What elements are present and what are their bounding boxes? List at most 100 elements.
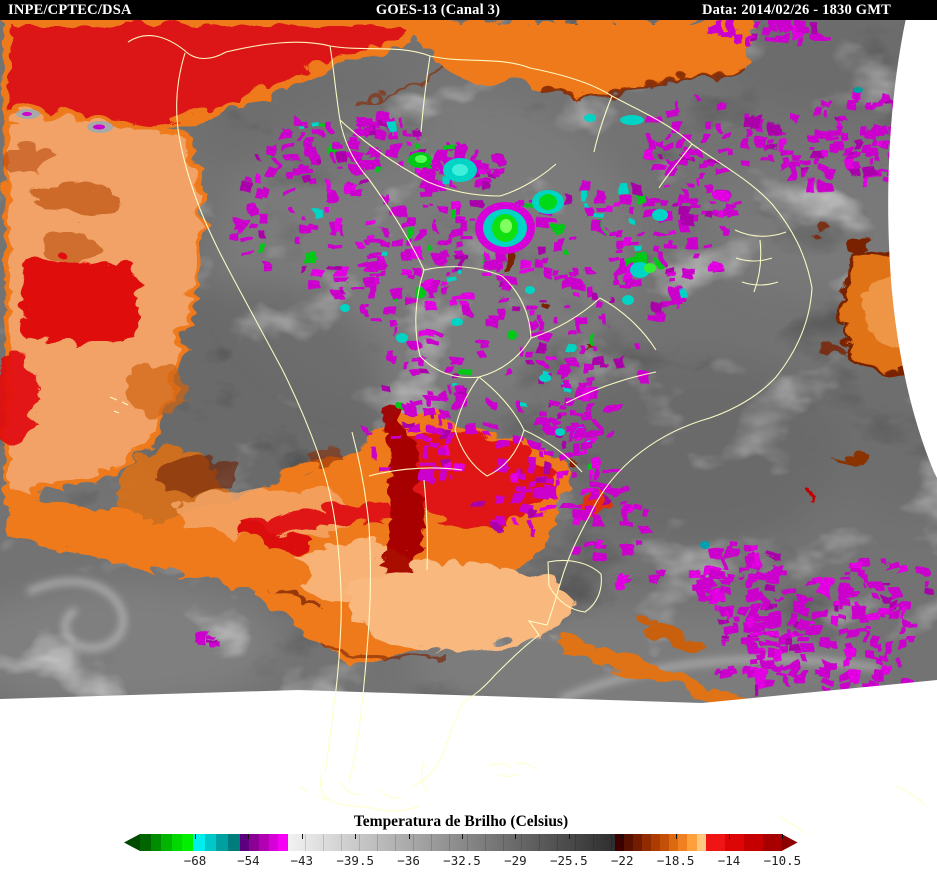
speckle bbox=[744, 541, 752, 550]
speckle bbox=[378, 302, 393, 309]
speckle bbox=[773, 18, 782, 27]
speckle bbox=[762, 551, 776, 557]
speckle bbox=[666, 278, 675, 282]
speckle bbox=[816, 145, 823, 155]
legend-segment bbox=[161, 834, 172, 851]
speckle bbox=[685, 194, 693, 201]
speckle bbox=[770, 640, 775, 645]
speckle bbox=[387, 235, 402, 242]
speckle bbox=[437, 143, 451, 149]
speckle bbox=[620, 280, 633, 286]
speckle bbox=[565, 266, 574, 273]
speckle bbox=[403, 227, 409, 238]
speckle bbox=[409, 138, 415, 143]
speckle bbox=[340, 148, 355, 154]
speckle bbox=[424, 327, 438, 333]
speckle bbox=[666, 237, 672, 246]
speckle bbox=[395, 266, 406, 275]
speckle bbox=[656, 295, 665, 304]
speckle bbox=[376, 236, 385, 242]
speckle bbox=[667, 121, 677, 128]
speckle bbox=[750, 683, 755, 690]
speckle bbox=[652, 137, 662, 142]
speckle bbox=[648, 298, 661, 307]
speckle bbox=[458, 422, 473, 432]
speckle bbox=[778, 20, 789, 29]
speckle bbox=[563, 328, 571, 332]
speckle bbox=[803, 580, 811, 587]
speckle bbox=[784, 674, 789, 684]
speckle bbox=[617, 518, 631, 523]
speckle bbox=[535, 441, 541, 446]
speckle bbox=[740, 634, 754, 645]
speckle bbox=[712, 98, 722, 107]
speckle bbox=[420, 181, 433, 189]
speckle bbox=[763, 141, 775, 145]
legend-tick-label: −18.5 bbox=[656, 853, 695, 868]
speckle bbox=[900, 615, 911, 623]
speckle bbox=[433, 424, 445, 434]
speckle bbox=[468, 151, 473, 162]
legend-segment bbox=[762, 834, 782, 851]
speckle bbox=[403, 357, 408, 367]
speckle bbox=[321, 202, 326, 209]
speckle bbox=[780, 586, 795, 592]
speckle bbox=[478, 341, 486, 347]
speckle bbox=[350, 110, 361, 121]
speckle bbox=[534, 212, 549, 223]
legend-tick-mark bbox=[782, 834, 784, 839]
speckle bbox=[523, 456, 531, 468]
speckle bbox=[533, 446, 539, 456]
speckle bbox=[578, 536, 593, 541]
speckle bbox=[752, 676, 764, 687]
speckle bbox=[399, 246, 412, 255]
speckle bbox=[476, 165, 483, 172]
speckle bbox=[657, 251, 662, 261]
speckle bbox=[283, 168, 289, 179]
speckle bbox=[850, 137, 857, 146]
legend-left-arrow bbox=[124, 834, 140, 851]
speckle bbox=[506, 469, 514, 480]
speckle bbox=[808, 666, 814, 672]
speckle bbox=[436, 407, 447, 415]
speckle bbox=[550, 479, 556, 485]
speckle bbox=[749, 666, 763, 677]
speckle bbox=[499, 273, 513, 283]
speckle bbox=[507, 307, 517, 313]
speckle bbox=[814, 97, 824, 105]
speckle bbox=[409, 431, 423, 437]
speckle bbox=[253, 187, 262, 198]
speckle bbox=[818, 31, 826, 37]
speckle bbox=[884, 597, 892, 608]
speckle bbox=[785, 642, 799, 650]
speckle bbox=[653, 258, 659, 264]
legend-segment bbox=[705, 834, 725, 851]
speckle bbox=[541, 414, 550, 421]
speckle bbox=[780, 631, 789, 642]
speckle bbox=[893, 600, 906, 610]
speckle bbox=[364, 215, 374, 221]
speckle bbox=[430, 154, 437, 163]
speckle bbox=[800, 641, 814, 652]
speckle bbox=[557, 278, 571, 286]
header-datetime: Data: 2014/02/26 - 1830 GMT bbox=[701, 2, 891, 18]
speckle bbox=[540, 484, 553, 493]
speckle bbox=[832, 113, 840, 117]
legend-tick-label: −29 bbox=[504, 853, 527, 868]
speckle bbox=[795, 595, 810, 599]
speckle bbox=[372, 270, 376, 276]
speckle bbox=[924, 584, 934, 589]
speckle bbox=[598, 478, 610, 487]
speckle bbox=[785, 625, 791, 634]
speckle bbox=[896, 622, 903, 631]
dry-air-layer bbox=[0, 18, 937, 706]
speckle bbox=[521, 501, 532, 509]
speckle bbox=[625, 202, 630, 210]
speckle bbox=[727, 147, 733, 153]
legend-segment bbox=[150, 834, 162, 851]
speckle bbox=[458, 300, 468, 311]
speckle bbox=[882, 557, 895, 565]
speckle bbox=[356, 123, 371, 128]
speckle bbox=[294, 130, 299, 140]
speckle bbox=[583, 260, 590, 271]
